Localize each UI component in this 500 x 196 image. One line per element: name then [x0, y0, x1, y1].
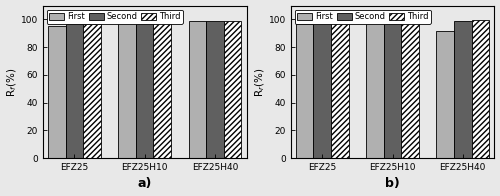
Bar	[366, 20, 384, 158]
Legend: First, Second, Third: First, Second, Third	[294, 10, 431, 24]
Bar	[436, 31, 454, 158]
Y-axis label: R$_f$(%) : R$_f$(%)	[6, 67, 19, 97]
Bar	[188, 21, 206, 158]
Bar	[296, 24, 314, 158]
Y-axis label: R$_r$(%) : R$_r$(%)	[254, 66, 267, 97]
Legend: First, Second, Third: First, Second, Third	[47, 10, 183, 24]
Bar	[48, 26, 66, 158]
Bar	[206, 21, 224, 158]
Bar	[118, 22, 136, 158]
Bar	[402, 20, 419, 158]
Bar	[66, 24, 83, 158]
Bar	[224, 21, 242, 158]
Bar	[314, 20, 331, 158]
Bar	[83, 24, 100, 158]
Bar	[136, 22, 154, 158]
Bar	[331, 20, 348, 158]
Bar	[384, 20, 402, 158]
X-axis label: a): a)	[138, 177, 152, 191]
Bar	[454, 21, 471, 158]
Bar	[154, 22, 171, 158]
X-axis label: b): b)	[385, 177, 400, 191]
Bar	[472, 20, 489, 158]
